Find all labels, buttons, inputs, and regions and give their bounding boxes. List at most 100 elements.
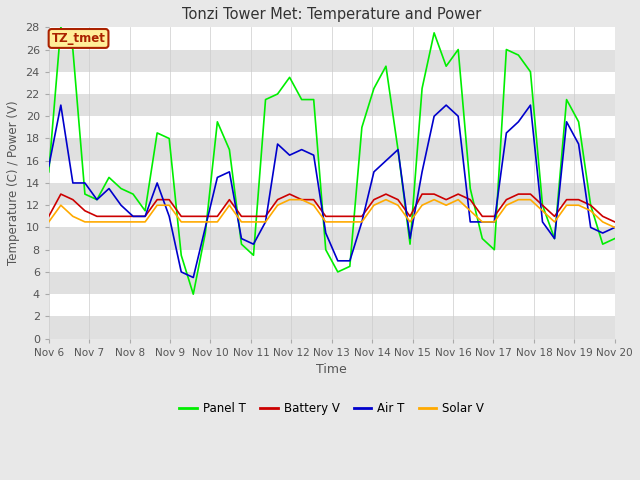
Air T bbox=[177, 269, 185, 275]
Panel T bbox=[539, 203, 547, 208]
Panel T bbox=[322, 247, 330, 252]
Text: TZ_tmet: TZ_tmet bbox=[52, 32, 106, 45]
Panel T bbox=[214, 119, 221, 125]
Panel T bbox=[394, 147, 402, 153]
Solar V bbox=[165, 203, 173, 208]
Solar V bbox=[286, 197, 294, 203]
Bar bbox=[49, 49, 615, 72]
Solar V bbox=[225, 203, 233, 208]
Bar bbox=[49, 116, 615, 139]
Solar V bbox=[502, 203, 510, 208]
Bar bbox=[49, 27, 615, 49]
Solar V bbox=[81, 219, 89, 225]
Legend: Panel T, Battery V, Air T, Solar V: Panel T, Battery V, Air T, Solar V bbox=[175, 397, 489, 420]
Air T bbox=[575, 141, 582, 147]
Battery V bbox=[286, 191, 294, 197]
Battery V bbox=[370, 197, 378, 203]
Solar V bbox=[262, 219, 269, 225]
Air T bbox=[442, 102, 450, 108]
Solar V bbox=[358, 219, 365, 225]
Panel T bbox=[237, 241, 245, 247]
Air T bbox=[490, 219, 498, 225]
Solar V bbox=[430, 197, 438, 203]
Air T bbox=[250, 241, 257, 247]
Panel T bbox=[202, 230, 209, 236]
Panel T bbox=[334, 269, 342, 275]
Panel T bbox=[81, 191, 89, 197]
Air T bbox=[599, 230, 607, 236]
Panel T bbox=[370, 85, 378, 91]
Air T bbox=[117, 203, 125, 208]
Panel T bbox=[358, 124, 365, 130]
Panel T bbox=[479, 236, 486, 241]
Air T bbox=[237, 236, 245, 241]
Battery V bbox=[165, 197, 173, 203]
Panel T bbox=[141, 208, 149, 214]
Bar bbox=[49, 294, 615, 316]
Bar bbox=[49, 27, 615, 49]
Air T bbox=[81, 180, 89, 186]
Panel T bbox=[587, 203, 595, 208]
Solar V bbox=[611, 225, 619, 230]
Line: Battery V: Battery V bbox=[49, 194, 615, 222]
Air T bbox=[334, 258, 342, 264]
Solar V bbox=[334, 219, 342, 225]
Panel T bbox=[418, 85, 426, 91]
Battery V bbox=[250, 214, 257, 219]
Air T bbox=[550, 236, 558, 241]
Bar bbox=[49, 205, 615, 228]
Bar bbox=[49, 250, 615, 272]
Battery V bbox=[189, 214, 197, 219]
Panel T bbox=[454, 47, 462, 52]
Solar V bbox=[467, 208, 474, 214]
Battery V bbox=[57, 191, 65, 197]
Air T bbox=[515, 119, 522, 125]
Battery V bbox=[479, 214, 486, 219]
Air T bbox=[154, 180, 161, 186]
Air T bbox=[165, 214, 173, 219]
Bar bbox=[49, 49, 615, 72]
Panel T bbox=[563, 96, 570, 102]
Solar V bbox=[129, 219, 137, 225]
Solar V bbox=[575, 203, 582, 208]
Battery V bbox=[358, 214, 365, 219]
Battery V bbox=[310, 197, 317, 203]
Air T bbox=[225, 169, 233, 175]
Air T bbox=[310, 152, 317, 158]
Panel T bbox=[274, 91, 282, 97]
Bar bbox=[49, 183, 615, 205]
Solar V bbox=[202, 219, 209, 225]
Solar V bbox=[442, 203, 450, 208]
Battery V bbox=[298, 197, 305, 203]
Battery V bbox=[502, 197, 510, 203]
Battery V bbox=[154, 197, 161, 203]
Air T bbox=[322, 230, 330, 236]
Panel T bbox=[250, 252, 257, 258]
Bar bbox=[49, 316, 615, 339]
Solar V bbox=[599, 219, 607, 225]
Air T bbox=[286, 152, 294, 158]
Air T bbox=[611, 225, 619, 230]
Solar V bbox=[418, 203, 426, 208]
Air T bbox=[479, 219, 486, 225]
Panel T bbox=[45, 169, 52, 175]
Battery V bbox=[611, 219, 619, 225]
Bar bbox=[49, 139, 615, 161]
Air T bbox=[93, 197, 100, 203]
Air T bbox=[298, 147, 305, 153]
Panel T bbox=[467, 186, 474, 192]
Battery V bbox=[599, 214, 607, 219]
Bar bbox=[49, 161, 615, 183]
Solar V bbox=[250, 219, 257, 225]
Solar V bbox=[69, 214, 77, 219]
Bar bbox=[49, 116, 615, 139]
Air T bbox=[430, 113, 438, 119]
Air T bbox=[454, 113, 462, 119]
Air T bbox=[406, 236, 414, 241]
Air T bbox=[129, 214, 137, 219]
Solar V bbox=[45, 219, 52, 225]
Air T bbox=[539, 219, 547, 225]
Battery V bbox=[490, 214, 498, 219]
Bar bbox=[49, 272, 615, 294]
Battery V bbox=[274, 197, 282, 203]
